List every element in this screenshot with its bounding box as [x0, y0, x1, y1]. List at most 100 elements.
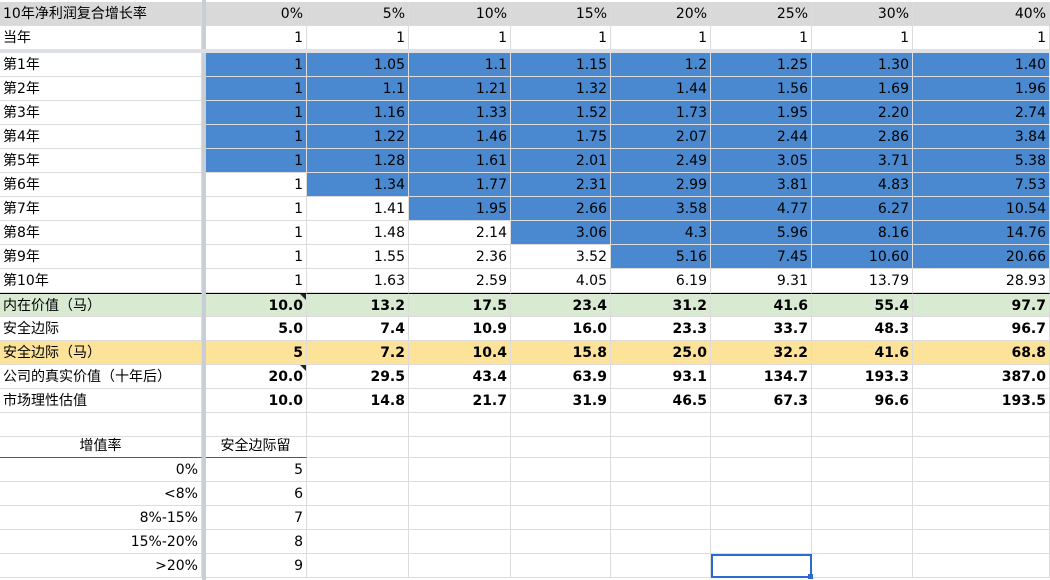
summary-label[interactable]: 公司的真实价值（十年后）	[0, 365, 202, 389]
empty-cell[interactable]	[307, 530, 409, 554]
year-label[interactable]: 第8年	[0, 221, 202, 245]
rate-header-0[interactable]: 0%	[205, 2, 307, 26]
summary-label[interactable]: 市场理性估值	[0, 389, 202, 413]
rate-header-7[interactable]: 40%	[913, 2, 1050, 26]
year-value[interactable]: 3.71	[812, 149, 913, 173]
empty-cell[interactable]	[409, 458, 511, 482]
summary-value[interactable]: 387.0	[913, 365, 1050, 389]
empty-cell[interactable]	[913, 554, 1050, 578]
year-value[interactable]: 1.95	[409, 197, 511, 221]
year-value[interactable]: 1	[205, 53, 307, 77]
year-value[interactable]: 1.2	[611, 53, 711, 77]
rate-header-6[interactable]: 30%	[812, 2, 913, 26]
empty-cell[interactable]	[611, 482, 711, 506]
year-value[interactable]: 6.27	[812, 197, 913, 221]
current-year-value[interactable]: 1	[307, 26, 409, 50]
lookup-header-margin[interactable]: 安全边际留	[205, 434, 307, 458]
empty-cell[interactable]	[307, 458, 409, 482]
summary-value[interactable]: 21.7	[409, 389, 511, 413]
year-value[interactable]: 8.16	[812, 221, 913, 245]
year-value[interactable]: 6.19	[611, 269, 711, 293]
year-value[interactable]: 4.77	[711, 197, 812, 221]
empty-cell[interactable]	[913, 458, 1050, 482]
current-year-value[interactable]: 1	[511, 26, 611, 50]
year-value[interactable]: 10.54	[913, 197, 1050, 221]
year-value[interactable]: 1.32	[511, 77, 611, 101]
year-value[interactable]: 7.53	[913, 173, 1050, 197]
year-label[interactable]: 第10年	[0, 269, 202, 293]
empty-cell[interactable]	[205, 413, 307, 437]
empty-cell[interactable]	[511, 482, 611, 506]
summary-value[interactable]: 193.3	[812, 365, 913, 389]
year-value[interactable]: 1.1	[409, 53, 511, 77]
summary-value[interactable]: 96.6	[812, 389, 913, 413]
year-value[interactable]: 1	[205, 77, 307, 101]
summary-value[interactable]: 93.1	[611, 365, 711, 389]
current-year-value[interactable]: 1	[913, 26, 1050, 50]
year-value[interactable]: 1	[205, 197, 307, 221]
year-value[interactable]: 3.81	[711, 173, 812, 197]
frozen-column-divider[interactable]	[202, 0, 206, 580]
year-value[interactable]: 2.59	[409, 269, 511, 293]
year-value[interactable]: 3.84	[913, 125, 1050, 149]
year-value[interactable]: 1	[205, 245, 307, 269]
year-value[interactable]: 1	[205, 221, 307, 245]
year-value[interactable]: 1.21	[409, 77, 511, 101]
year-value[interactable]: 1.28	[307, 149, 409, 173]
year-value[interactable]: 9.31	[711, 269, 812, 293]
year-value[interactable]: 1.55	[307, 245, 409, 269]
year-value[interactable]: 1.52	[511, 101, 611, 125]
year-value[interactable]: 1.05	[307, 53, 409, 77]
year-value[interactable]: 5.16	[611, 245, 711, 269]
empty-cell[interactable]	[307, 482, 409, 506]
empty-cell[interactable]	[409, 554, 511, 578]
year-label[interactable]: 第4年	[0, 125, 202, 149]
year-value[interactable]: 28.93	[913, 269, 1050, 293]
year-label[interactable]: 第3年	[0, 101, 202, 125]
current-year-value[interactable]: 1	[409, 26, 511, 50]
empty-cell[interactable]	[711, 413, 812, 437]
summary-value[interactable]: 43.4	[409, 365, 511, 389]
summary-value[interactable]: 55.4	[812, 293, 913, 317]
empty-cell[interactable]	[812, 530, 913, 554]
summary-value[interactable]: 17.5	[409, 293, 511, 317]
empty-cell[interactable]	[711, 458, 812, 482]
year-value[interactable]: 2.74	[913, 101, 1050, 125]
year-value[interactable]: 4.3	[611, 221, 711, 245]
empty-cell[interactable]	[913, 530, 1050, 554]
year-value[interactable]: 3.06	[511, 221, 611, 245]
year-value[interactable]: 14.76	[913, 221, 1050, 245]
year-value[interactable]: 2.44	[711, 125, 812, 149]
lookup-rate[interactable]: >20%	[0, 554, 202, 578]
year-value[interactable]: 4.05	[511, 269, 611, 293]
empty-cell[interactable]	[511, 434, 611, 458]
year-label[interactable]: 第1年	[0, 53, 202, 77]
selected-cell-outline[interactable]	[711, 554, 812, 578]
year-value[interactable]: 1.25	[711, 53, 812, 77]
summary-value[interactable]: 10.9	[409, 317, 511, 341]
year-value[interactable]: 2.07	[611, 125, 711, 149]
lookup-margin[interactable]: 5	[205, 458, 307, 482]
summary-value[interactable]: 48.3	[812, 317, 913, 341]
empty-cell[interactable]	[307, 413, 409, 437]
corner-header-cell[interactable]: 10年净利润复合增长率	[0, 2, 202, 26]
summary-value[interactable]: 25.0	[611, 341, 711, 365]
empty-cell[interactable]	[711, 482, 812, 506]
empty-cell[interactable]	[812, 554, 913, 578]
year-value[interactable]: 1	[205, 149, 307, 173]
year-value[interactable]: 2.49	[611, 149, 711, 173]
year-value[interactable]: 1.44	[611, 77, 711, 101]
year-value[interactable]: 4.83	[812, 173, 913, 197]
empty-cell[interactable]	[409, 413, 511, 437]
year-value[interactable]: 1.75	[511, 125, 611, 149]
summary-value[interactable]: 46.5	[611, 389, 711, 413]
year-value[interactable]: 1.30	[812, 53, 913, 77]
summary-value[interactable]: 10.0	[205, 293, 307, 317]
empty-cell[interactable]	[711, 530, 812, 554]
summary-value[interactable]: 5.0	[205, 317, 307, 341]
empty-cell[interactable]	[511, 530, 611, 554]
year-value[interactable]: 10.60	[812, 245, 913, 269]
empty-cell[interactable]	[511, 458, 611, 482]
year-value[interactable]: 2.86	[812, 125, 913, 149]
summary-value[interactable]: 23.4	[511, 293, 611, 317]
